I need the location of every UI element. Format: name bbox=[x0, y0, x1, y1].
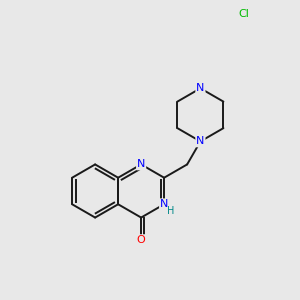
Text: N: N bbox=[196, 83, 205, 93]
Text: H: H bbox=[167, 206, 175, 216]
Text: O: O bbox=[137, 235, 146, 245]
Text: N: N bbox=[160, 199, 168, 209]
Text: N: N bbox=[196, 136, 205, 146]
Text: N: N bbox=[137, 159, 145, 170]
Text: Cl: Cl bbox=[238, 9, 249, 19]
